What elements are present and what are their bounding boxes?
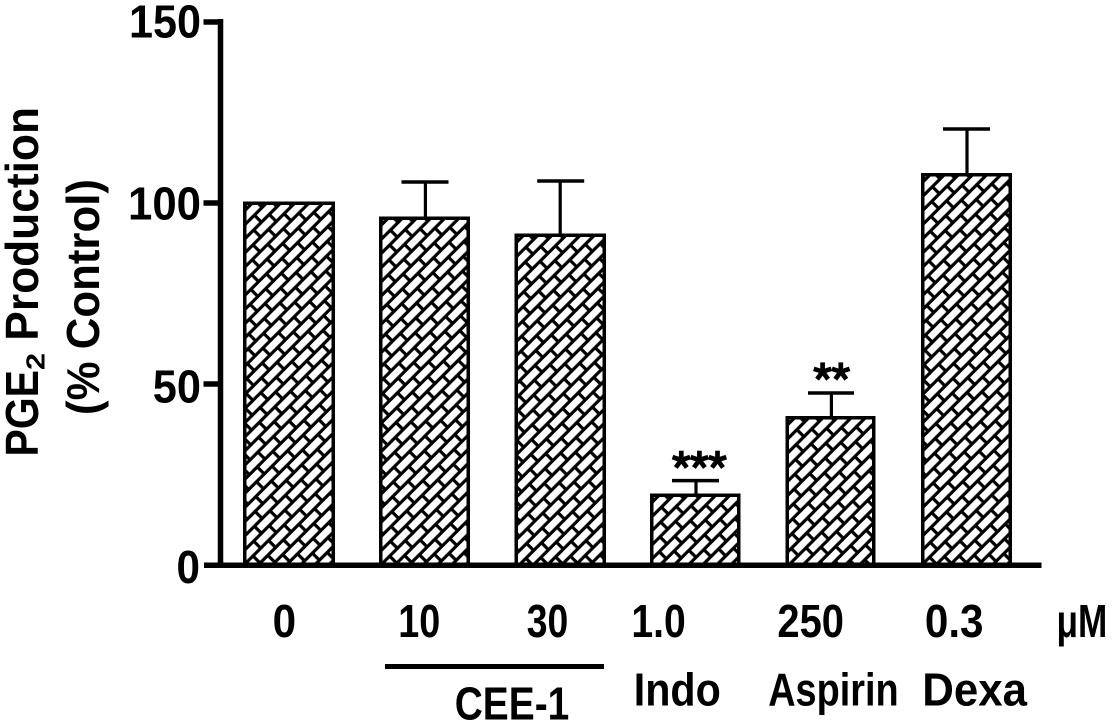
svg-text:CEE-1: CEE-1 [455,678,570,723]
svg-text:0: 0 [273,595,297,647]
svg-text:150: 150 [129,0,201,48]
svg-text:100: 100 [128,178,201,230]
svg-text:Indo: Indo [634,664,721,716]
svg-text:Dexa: Dexa [922,664,1027,716]
svg-text:0.3: 0.3 [925,595,984,647]
svg-text:Aspirin: Aspirin [768,664,898,716]
svg-text:30: 30 [527,595,569,647]
svg-text:50: 50 [153,360,201,412]
svg-text:PGE2 Production: PGE2 Production [0,107,51,457]
svg-text:μM: μM [1057,595,1108,647]
svg-text:1.0: 1.0 [631,595,685,647]
svg-text:250: 250 [777,595,844,647]
svg-text:0: 0 [177,541,201,593]
svg-text:10: 10 [398,595,440,647]
svg-text:(% Control): (% Control) [57,179,109,415]
